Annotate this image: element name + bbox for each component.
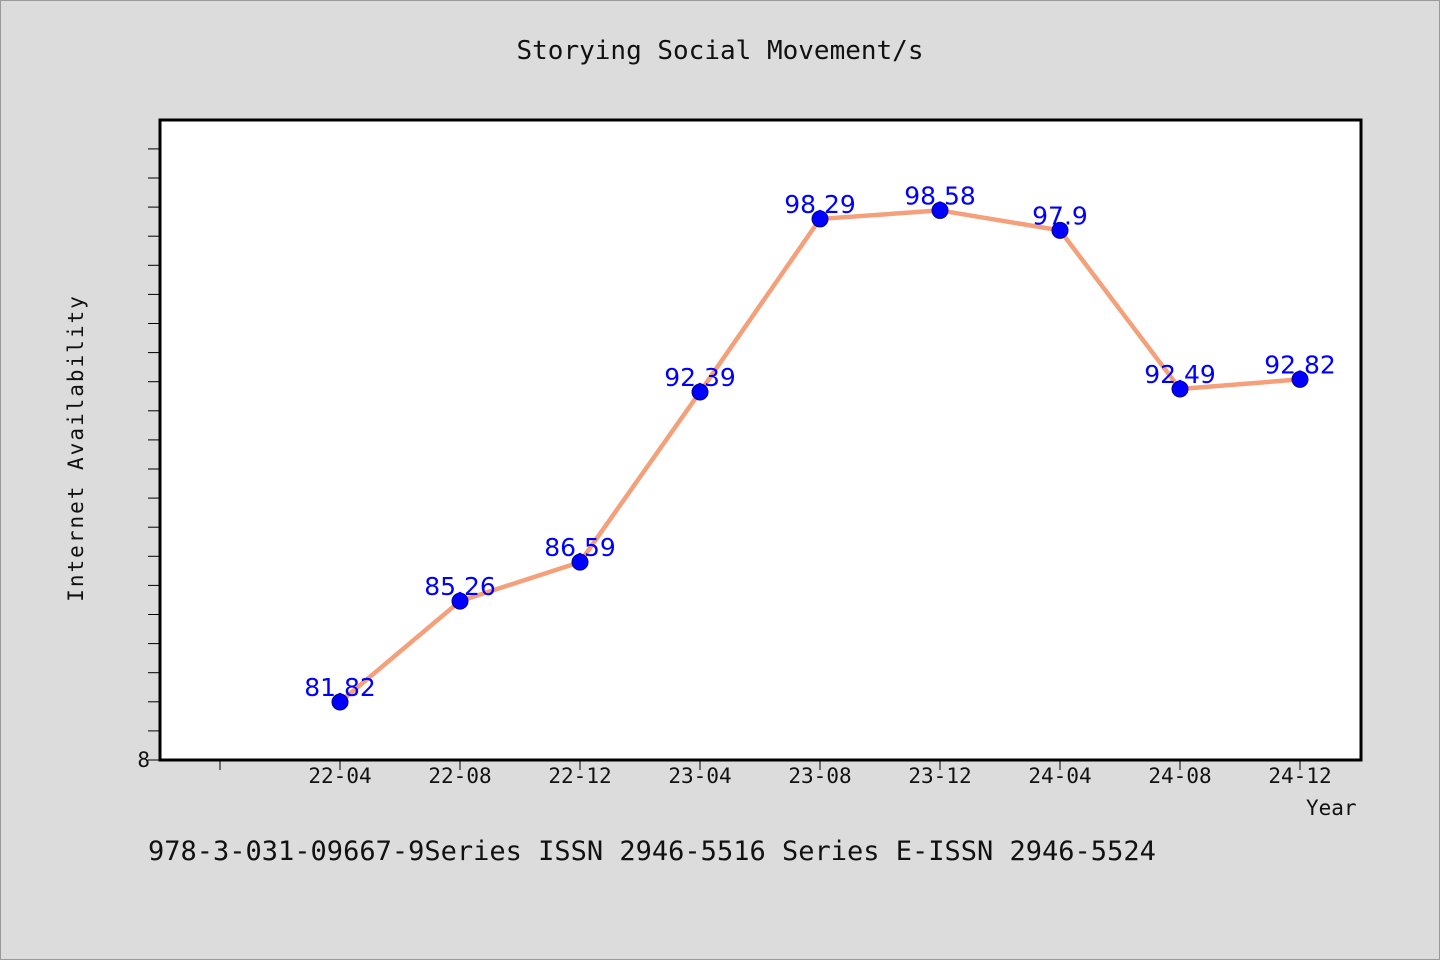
data-point (331, 693, 349, 711)
data-label: 92.49 (1144, 360, 1216, 389)
x-tick-label: 24-12 (1268, 764, 1331, 788)
data-point (451, 592, 469, 610)
x-tick-label: 22-12 (548, 764, 611, 788)
data-label: 92.39 (664, 363, 736, 392)
data-point (1171, 380, 1189, 398)
x-tick-label: 24-04 (1028, 764, 1091, 788)
plot-area (158, 118, 1363, 762)
data-point (691, 383, 709, 401)
footer-isbn-text: 978-3-031-09667-9Series ISSN 2946-5516 S… (148, 836, 1156, 867)
y-tick-label: 8 (137, 748, 150, 772)
data-point (931, 201, 949, 219)
x-tick-label: 22-08 (428, 764, 491, 788)
x-axis-label: Year (1306, 796, 1357, 820)
data-point (811, 210, 829, 228)
x-tick-label: 23-04 (668, 764, 731, 788)
data-label: 86.59 (544, 533, 616, 562)
data-label: 85.26 (424, 572, 496, 601)
x-tick-label: 23-08 (788, 764, 851, 788)
x-tick-label: 23-12 (908, 764, 971, 788)
data-label: 81.82 (304, 673, 376, 702)
data-label: 98.58 (904, 181, 976, 210)
x-tick-label: 24-08 (1148, 764, 1211, 788)
data-label: 98.29 (784, 190, 856, 219)
data-label: 92.82 (1264, 350, 1336, 379)
data-point (1051, 221, 1069, 239)
chart-title: Storying Social Movement/s (516, 36, 924, 66)
data-point (1291, 370, 1309, 388)
data-point (571, 553, 589, 571)
data-label: 97.9 (1032, 201, 1088, 230)
x-tick-label: 22-04 (308, 764, 371, 788)
